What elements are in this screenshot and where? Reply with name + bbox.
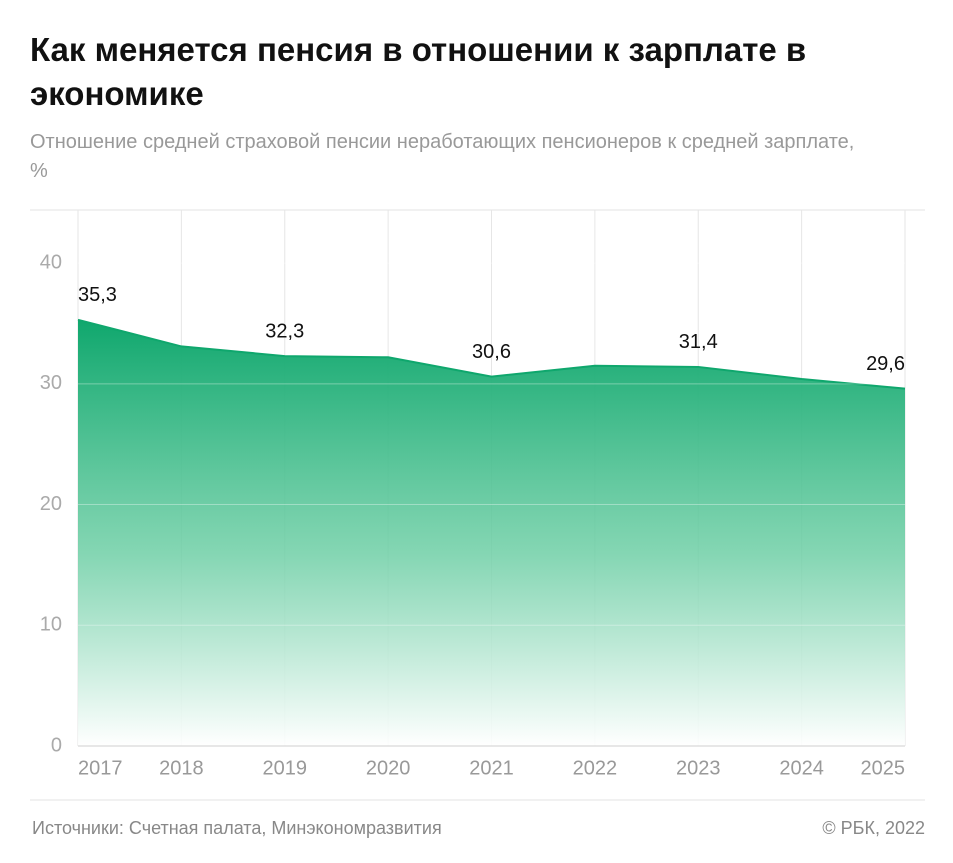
x-tick-label: 2023 [676,757,721,779]
x-tick-label: 2022 [573,757,618,779]
y-tick-label: 40 [40,251,62,273]
value-label: 35,3 [78,284,117,306]
x-tick-label: 2025 [861,757,906,779]
value-label: 30,6 [472,341,511,363]
y-tick-label: 10 [40,614,62,636]
source: Источники: Счетная палата, Минэкономразв… [32,818,442,838]
value-label: 29,6 [866,353,905,375]
area [78,319,905,746]
x-tick-label: 2020 [366,757,411,779]
x-tick-label: 2024 [779,757,824,779]
area-line [77,318,906,390]
value-label: 32,3 [265,320,304,342]
subtitle-box: Отношение средней страховой пенсии нераб… [30,131,855,182]
chart-subtitle: Отношение средней страховой пенсии нераб… [30,131,855,182]
value-label: 31,4 [679,331,718,353]
chart-title: Как меняется пенсия в отношении к зарпла… [30,31,807,112]
x-tick-label: 2018 [159,757,204,779]
y-tick-label: 20 [40,493,62,515]
x-tick-label: 2019 [263,757,308,779]
title-box: Как меняется пенсия в отношении к зарпла… [30,31,807,112]
x-tick-label: 2017 [78,757,123,779]
x-tick-label: 2021 [469,757,514,779]
credit: © РБК, 2022 [822,818,925,838]
y-tick-label: 30 [40,372,62,394]
y-tick-label: 0 [51,734,62,756]
